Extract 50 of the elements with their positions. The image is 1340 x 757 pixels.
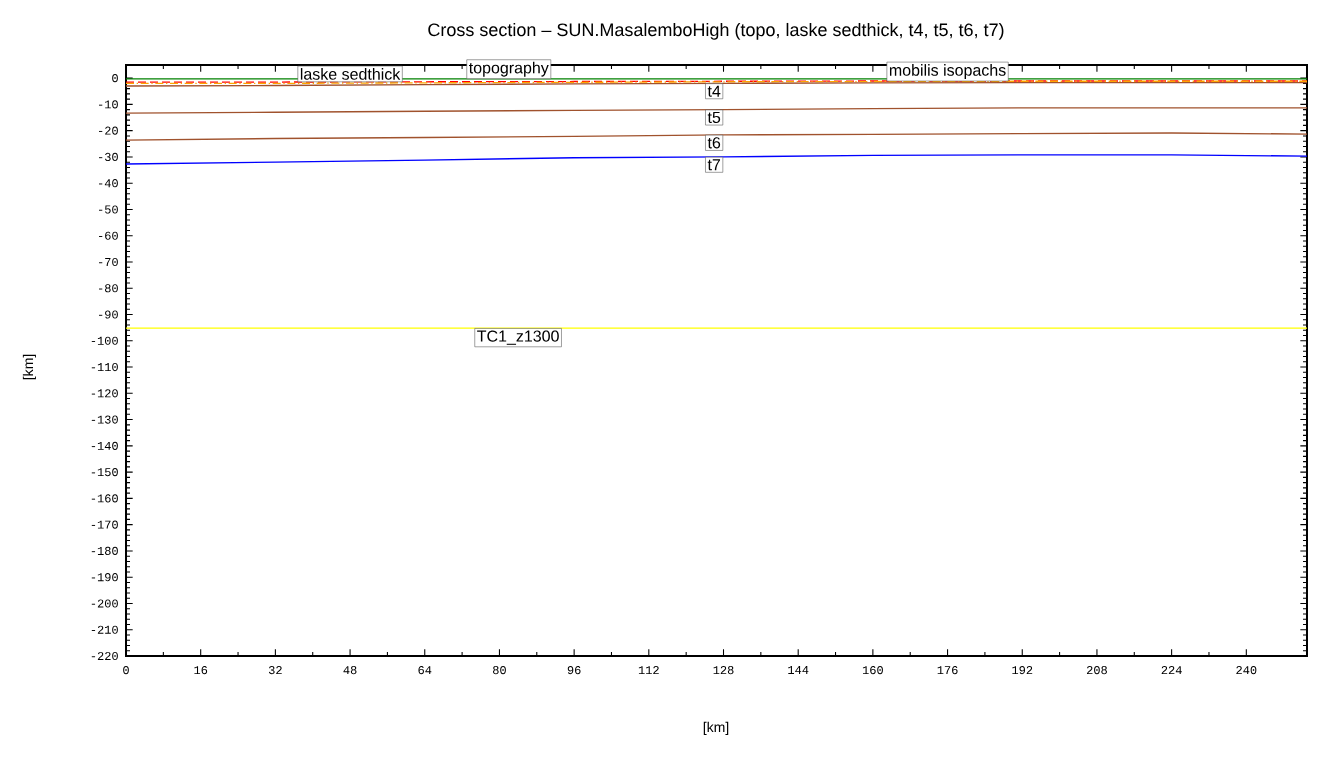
x-tick-label: 192 (1012, 666, 1033, 675)
x-tick-label: 224 (1161, 666, 1182, 675)
y-tick-label: -50 (99, 205, 118, 214)
x-tick-label: 16 (194, 666, 208, 675)
annotation: t6 (707, 137, 721, 149)
x-tick-label: 0 (123, 666, 129, 675)
y-tick-label: -130 (91, 415, 118, 424)
x-tick-label: 176 (937, 666, 958, 675)
x-tick-label: 128 (713, 666, 734, 675)
x-tick-label: 240 (1236, 666, 1257, 675)
y-axis-title: [km] (22, 354, 36, 380)
y-tick-label: -220 (91, 651, 118, 661)
x-tick-label: 64 (418, 666, 432, 675)
x-axis-title: [km] (703, 721, 729, 735)
annotation: t5 (707, 111, 721, 124)
y-tick-label: -70 (99, 257, 118, 267)
y-tick-label: -210 (91, 625, 118, 634)
y-tick-label: -170 (91, 520, 118, 529)
annotation: TC1_z1300 (477, 330, 559, 345)
annotation: laske sedthick (300, 68, 401, 80)
y-tick-label: -120 (91, 389, 118, 398)
x-tick-label: 32 (268, 666, 282, 675)
annotation: mobilis isopachs (889, 64, 1006, 80)
y-tick-label: -200 (91, 599, 118, 608)
annotation: topography (469, 61, 549, 77)
y-tick-label: -90 (99, 310, 118, 319)
chart-title: Cross section – SUN.MasalemboHigh (topo, laske sedthick, t4, t5, t6, t7) (428, 22, 1004, 40)
y-tick-label: -20 (99, 126, 118, 135)
x-tick-label: 144 (788, 666, 809, 674)
y-tick-label: -140 (91, 441, 118, 450)
y-tick-label: 0 (112, 74, 118, 83)
y-tick-label: -150 (91, 468, 118, 477)
annotation: t4 (707, 85, 721, 97)
y-tick-label: -100 (91, 336, 118, 345)
y-tick-label: -180 (91, 546, 118, 555)
y-tick-label: -60 (99, 231, 118, 240)
x-tick-label: 160 (862, 666, 883, 675)
y-tick-label: -160 (91, 494, 118, 503)
y-tick-label: -40 (99, 179, 118, 188)
y-tick-label: -110 (91, 362, 118, 372)
x-tick-label: 48 (343, 666, 357, 675)
x-tick-label: 208 (1086, 666, 1107, 675)
x-tick-label: 96 (567, 666, 581, 675)
y-tick-label: -80 (99, 284, 118, 293)
x-tick-label: 112 (638, 666, 659, 675)
y-tick-label: -10 (99, 100, 118, 109)
y-tick-label: -30 (99, 152, 118, 161)
annotation: t7 (707, 159, 721, 171)
x-tick-label: 80 (493, 666, 506, 675)
y-tick-label: -190 (91, 573, 118, 582)
